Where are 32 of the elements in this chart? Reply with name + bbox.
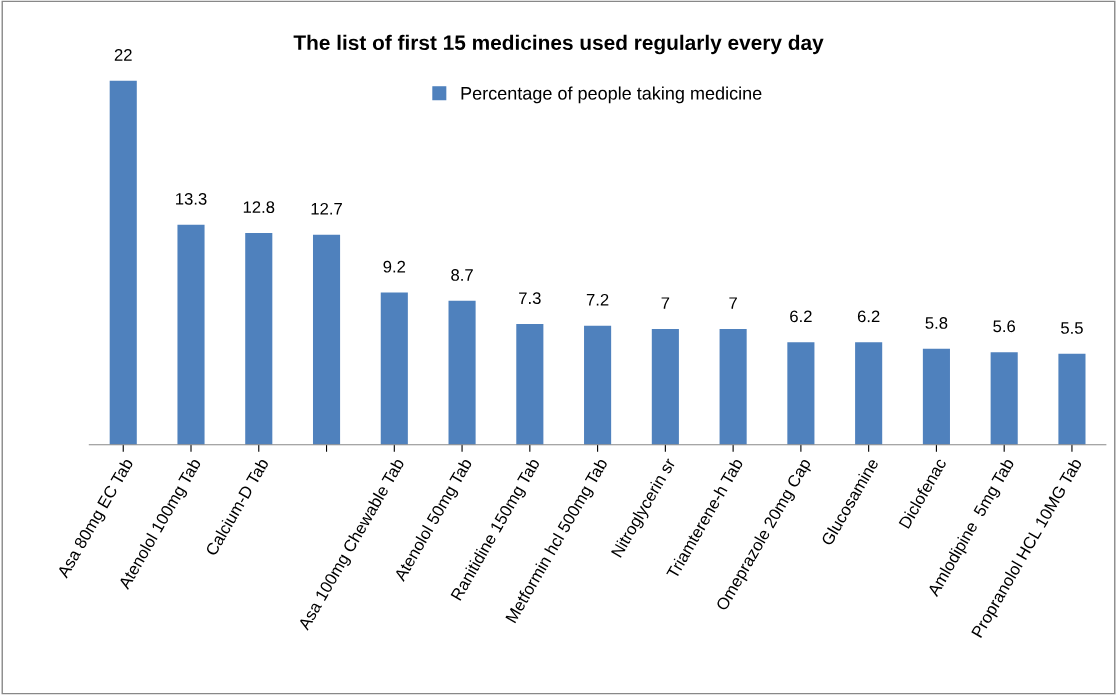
bar — [245, 232, 273, 445]
data-label: 12.8 — [243, 201, 275, 214]
chart-title: The list of first 15 medicines used regularly every day — [293, 34, 824, 55]
data-label: 6.2 — [857, 310, 880, 323]
data-label: 12.7 — [311, 202, 342, 215]
data-label: 7 — [661, 297, 670, 309]
bar — [922, 348, 950, 445]
data-label: 13.3 — [176, 192, 207, 205]
data-label: 5.6 — [993, 320, 1016, 333]
bar — [990, 352, 1018, 445]
data-label: 7.2 — [586, 293, 609, 306]
bar — [584, 325, 612, 445]
bar — [787, 342, 815, 445]
bar — [109, 80, 137, 445]
data-label: 7 — [729, 297, 737, 309]
legend-label: Percentage of people taking medicine — [461, 86, 762, 104]
bar — [855, 342, 883, 445]
bar — [651, 328, 679, 445]
data-label: 5.5 — [1061, 322, 1083, 334]
bar — [177, 224, 205, 445]
data-label: 5.8 — [925, 317, 948, 329]
data-label: 8.7 — [451, 269, 473, 281]
bar — [516, 324, 544, 445]
data-label: 9.2 — [383, 260, 406, 273]
data-label: 7.3 — [519, 292, 541, 305]
data-label: 6.2 — [790, 310, 812, 323]
bar — [380, 292, 408, 445]
data-label: 22 — [114, 48, 132, 61]
bar — [448, 300, 476, 445]
bar — [1058, 353, 1086, 445]
bar — [719, 328, 747, 445]
bar — [312, 234, 341, 445]
